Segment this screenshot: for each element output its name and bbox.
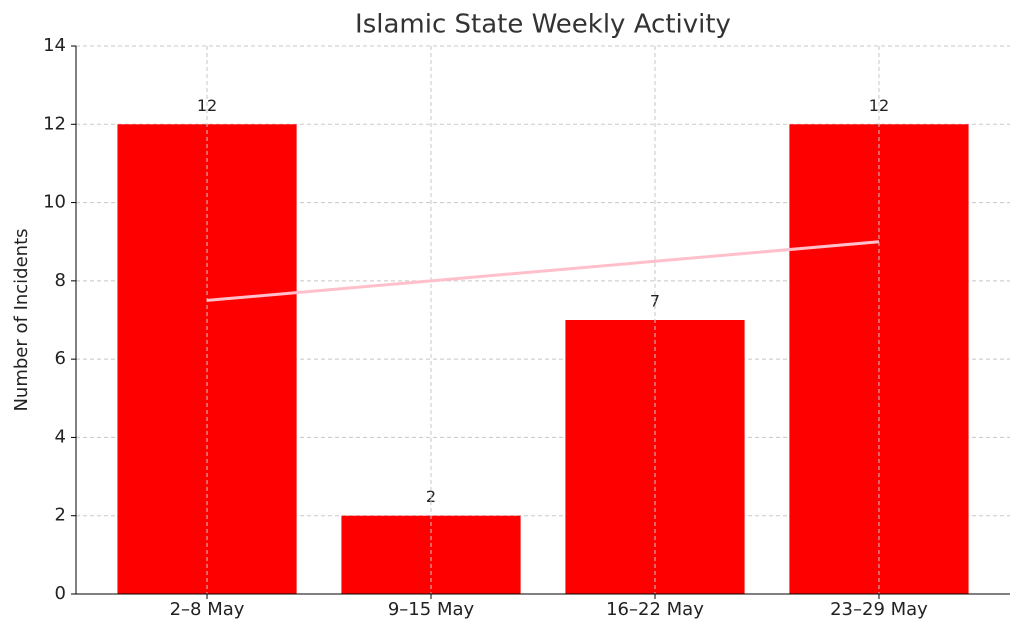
y-tick-label: 14 <box>43 35 66 56</box>
y-tick-label: 10 <box>43 192 66 213</box>
y-tick-label: 8 <box>55 270 66 291</box>
bar <box>341 515 521 594</box>
chart-title: Islamic State Weekly Activity <box>355 10 731 40</box>
x-tick-label: 2–8 May <box>170 599 245 620</box>
trend-line <box>206 240 880 302</box>
y-tick-label: 6 <box>55 348 66 369</box>
y-axis-label: Number of Incidents <box>11 228 32 411</box>
x-tick-label: 9–15 May <box>388 599 475 620</box>
y-tick-label: 2 <box>55 505 66 526</box>
x-tick-label: 16–22 May <box>606 599 704 620</box>
x-tick-label: 23–29 May <box>830 599 928 620</box>
y-tick-label: 12 <box>43 113 66 134</box>
bar <box>565 320 745 594</box>
y-tick-label: 0 <box>55 583 66 604</box>
y-tick-label: 4 <box>55 426 66 447</box>
